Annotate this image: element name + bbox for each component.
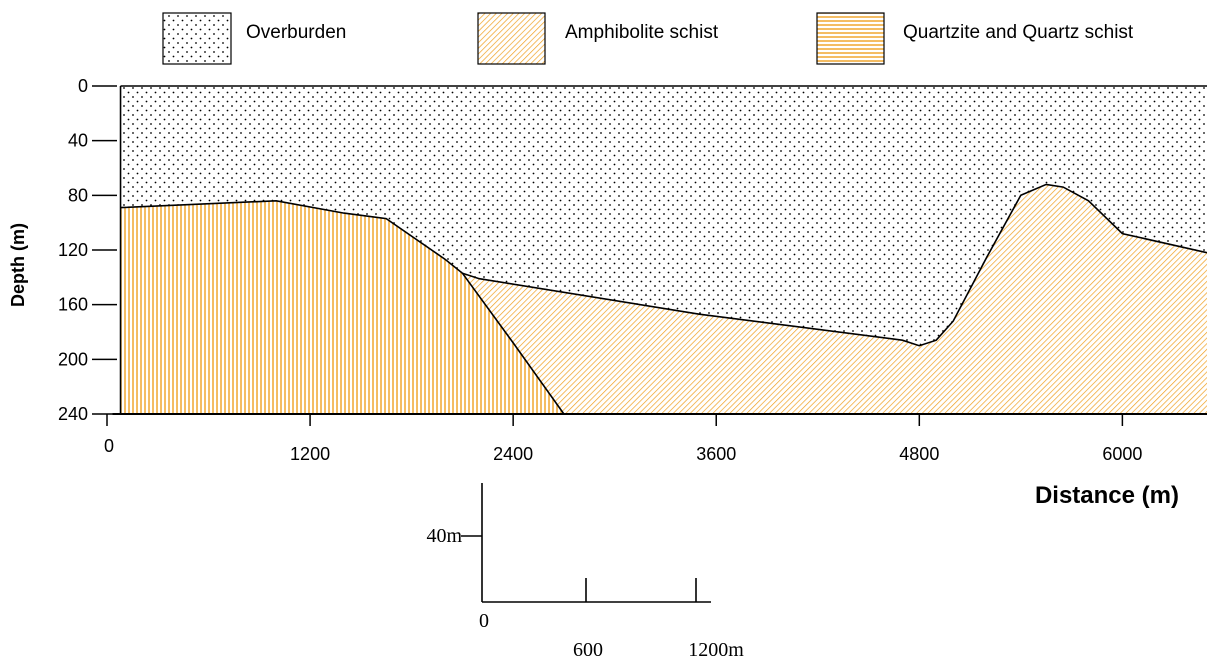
legend-label-overburden: Overburden bbox=[246, 22, 346, 43]
legend-item-amphibolite: Amphibolite schist bbox=[477, 12, 719, 65]
overburden-base-contact bbox=[120, 183, 1207, 347]
y-tick-label-40: 40 bbox=[68, 131, 88, 151]
legend-label-quartzite: Quartzite and Quartz schist bbox=[903, 22, 1134, 43]
scale-bar-vertical-label: 40m bbox=[426, 525, 462, 547]
y-tick-label-200: 200 bbox=[58, 349, 88, 369]
x-axis-title: Distance (m) bbox=[1035, 482, 1179, 509]
scale-bar-label-0: 0 bbox=[479, 610, 489, 632]
y-tick-label-0: 0 bbox=[78, 76, 88, 96]
quartzite-layer bbox=[120, 200, 564, 414]
y-axis-title: Depth (m) bbox=[8, 223, 28, 307]
amphibolite-swatch bbox=[477, 12, 546, 65]
scale-bar-label-600: 600 bbox=[573, 639, 603, 661]
legend: Overburden Amphibolite schist Quartzite … bbox=[162, 12, 1134, 65]
legend-item-overburden: Overburden bbox=[162, 12, 346, 65]
y-tick-label-160: 160 bbox=[58, 295, 88, 315]
y-tick-label-240: 240 bbox=[58, 404, 88, 424]
legend-label-amphibolite: Amphibolite schist bbox=[565, 22, 719, 43]
x-tick-label-3600: 3600 bbox=[696, 444, 736, 464]
x-tick-label-2400: 2400 bbox=[493, 444, 533, 464]
scale-bar-label-1200: 1200m bbox=[688, 639, 744, 661]
quartzite-swatch bbox=[816, 12, 885, 65]
y-tick-label-80: 80 bbox=[68, 185, 88, 205]
overburden-layer bbox=[120, 86, 1207, 346]
x-tick-label-0: 0 bbox=[104, 436, 114, 456]
x-tick-label-1200: 1200 bbox=[290, 444, 330, 464]
amphibolite-layer bbox=[462, 184, 1207, 414]
legend-item-quartzite: Quartzite and Quartz schist bbox=[816, 12, 1134, 65]
x-axis: 0 1200 2400 3600 4800 6000 bbox=[104, 414, 1142, 464]
overburden-swatch bbox=[162, 12, 232, 65]
quartzite-amphibolite-contact bbox=[461, 272, 565, 415]
x-tick-label-6000: 6000 bbox=[1102, 444, 1142, 464]
y-tick-label-120: 120 bbox=[58, 240, 88, 260]
x-tick-label-4800: 4800 bbox=[899, 444, 939, 464]
scale-bar: 40m 0 600 1200m bbox=[426, 483, 744, 661]
y-axis: 0 40 80 120 160 200 240 bbox=[58, 76, 117, 424]
section-layers bbox=[112, 85, 1207, 415]
